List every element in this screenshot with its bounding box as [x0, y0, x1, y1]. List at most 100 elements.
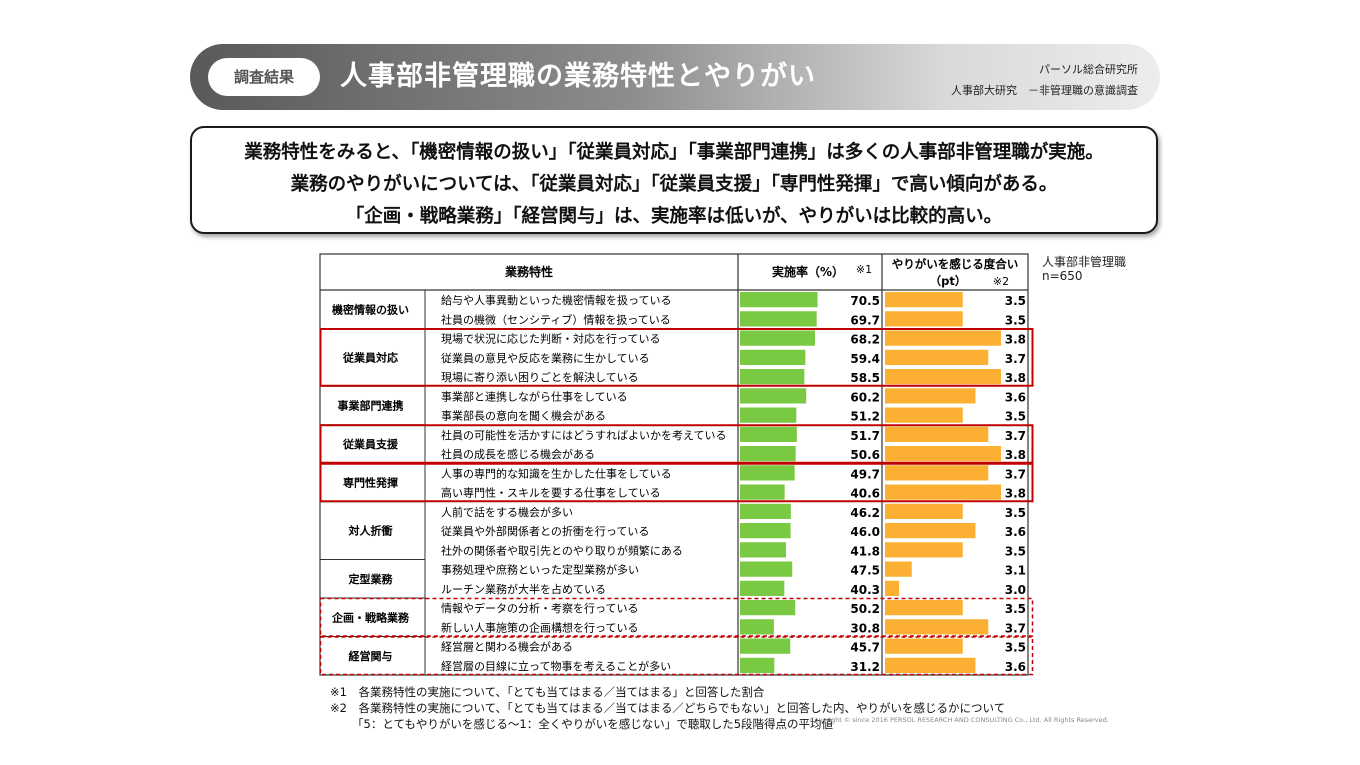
- score-bar: [885, 292, 963, 308]
- score-value: 3.5: [1005, 641, 1026, 655]
- rate-value: 69.7: [850, 313, 880, 327]
- rate-value: 51.2: [850, 410, 880, 424]
- page-title: 人事部非管理職の業務特性とやりがい: [340, 61, 816, 92]
- score-bar: [885, 542, 963, 558]
- item-label: 社外の関係者や取引先とのやり取りが頻繁にある: [441, 543, 683, 557]
- copyright: Copyright © since 2016 PERSOL RESEARCH A…: [810, 716, 1109, 724]
- score-bar: [885, 580, 899, 596]
- item-label: 事務処理や庶務といった定型業務が多い: [441, 563, 639, 577]
- score-value: 3.0: [1005, 583, 1026, 597]
- score-bar: [885, 523, 976, 539]
- category-label: 対人折衝: [348, 524, 393, 538]
- rate-bar: [740, 484, 785, 500]
- rate-bar: [740, 369, 805, 385]
- score-value: 3.7: [1005, 352, 1026, 366]
- rate-bar: [740, 561, 793, 577]
- score-value: 3.8: [1005, 487, 1026, 501]
- rate-value: 46.2: [850, 506, 880, 520]
- rate-bar: [740, 638, 791, 654]
- score-bar: [885, 369, 1001, 385]
- score-value: 3.1: [1005, 564, 1026, 578]
- rate-value: 50.2: [850, 602, 880, 616]
- rate-bar: [740, 311, 817, 327]
- survey-name: 人事部大研究 －非管理職の意識調査: [951, 84, 1138, 97]
- rate-bar: [740, 503, 791, 519]
- score-bar: [885, 446, 1001, 462]
- rate-bar: [740, 542, 786, 558]
- header-category: 業務特性: [504, 264, 553, 279]
- item-label: 従業員の意見や反応を業務に生かしている: [441, 351, 650, 365]
- header-rate: 実施率（%）: [772, 264, 844, 279]
- rate-value: 51.7: [850, 429, 880, 443]
- score-bar: [885, 657, 976, 673]
- header-rate-note: ※1: [856, 263, 872, 276]
- item-label: 人事の専門的な知識を生かした仕事をしている: [441, 466, 672, 480]
- item-label: 給与や人事異動といった機密情報を扱っている: [441, 293, 671, 307]
- rate-bar: [740, 388, 807, 404]
- rate-value: 40.6: [850, 487, 880, 501]
- rate-bar: [740, 446, 796, 462]
- score-value: 3.5: [1005, 313, 1026, 327]
- footnote-2: ※2 各業務特性の実施について、「とても当てはまる／当てはまる／どちらでもない」…: [330, 701, 1006, 715]
- item-label: 高い専門性・スキルを要する仕事をしている: [441, 486, 661, 500]
- item-label: 経営層の目線に立って物事を考えることが多い: [441, 659, 671, 673]
- score-bar: [885, 638, 963, 654]
- category-label: 定型業務: [349, 572, 394, 586]
- score-bar: [885, 561, 912, 577]
- rate-bar: [740, 292, 818, 308]
- score-bar: [885, 619, 989, 635]
- category-label: 従業員対応: [342, 350, 398, 364]
- rate-bar: [740, 600, 796, 616]
- rate-bar: [740, 523, 791, 539]
- summary-line-1: 業務特性をみると、「機密情報の扱い」「従業員対応」「事業部門連携」は多くの人事部…: [244, 142, 1104, 163]
- item-label: 情報やデータの分析・考察を行っている: [441, 601, 638, 615]
- title-banner: 調査結果 人事部非管理職の業務特性とやりがい パーソル総合研究所 人事部大研究 …: [190, 44, 1160, 110]
- rate-value: 41.8: [850, 544, 880, 558]
- item-label: 事業部長の意向を聞く機会がある: [441, 409, 606, 423]
- score-value: 3.6: [1005, 660, 1026, 674]
- score-value: 3.6: [1005, 390, 1026, 404]
- category-label: 従業員支援: [342, 437, 399, 451]
- rate-value: 47.5: [850, 564, 880, 578]
- rate-bar: [740, 330, 816, 346]
- score-bar: [885, 484, 1001, 500]
- header-score-note: ※2: [993, 275, 1009, 288]
- category-label: 機密情報の扱い: [332, 302, 409, 316]
- score-bar: [885, 503, 963, 519]
- rate-value: 59.4: [850, 352, 880, 366]
- rate-bar: [740, 407, 797, 423]
- score-value: 3.5: [1005, 410, 1026, 424]
- item-label: 人前で話をする機会が多い: [441, 505, 573, 519]
- item-label: 現場に寄り添い困りごとを解決している: [441, 370, 639, 384]
- item-label: ルーチン業務が大半を占めている: [441, 582, 606, 596]
- summary-line-2: 業務のやりがいについては、「従業員対応」「従業員支援」「専門性発揮」で高い傾向が…: [290, 174, 1058, 195]
- rate-value: 45.7: [850, 641, 880, 655]
- rate-value: 40.3: [850, 583, 880, 597]
- organization-name: パーソル総合研究所: [1039, 63, 1138, 76]
- item-label: 従業員や外部関係者との折衝を行っている: [441, 524, 649, 538]
- item-label: 社員の可能性を活かすにはどうすればよいかを考えている: [441, 428, 726, 442]
- respondent-group: 人事部非管理職: [1042, 255, 1127, 269]
- rate-bar: [740, 465, 795, 481]
- highlight-box: [319, 462, 1034, 503]
- summary-line-3: 「企画・戦略業務」「経営関与」は、実施率は低いが、やりがいは比較的高い。: [345, 206, 1003, 227]
- rate-bar: [740, 619, 774, 635]
- score-bar: [885, 426, 989, 442]
- score-value: 3.5: [1005, 294, 1026, 308]
- score-bar: [885, 311, 963, 327]
- score-bar: [885, 388, 976, 404]
- header-score-unit: （pt）: [930, 274, 967, 288]
- rate-value: 50.6: [850, 448, 880, 462]
- rate-bar: [740, 349, 806, 365]
- score-value: 3.5: [1005, 544, 1026, 558]
- score-bar: [885, 330, 1001, 346]
- score-value: 3.7: [1005, 621, 1026, 635]
- highlight-box-dashed: [319, 597, 1034, 637]
- rate-value: 60.2: [850, 390, 880, 404]
- rate-value: 49.7: [850, 467, 880, 481]
- respondent-note: 人事部非管理職 n=650: [1042, 255, 1126, 283]
- rate-value: 31.2: [850, 660, 880, 674]
- score-value: 3.7: [1005, 467, 1026, 481]
- respondent-count: n=650: [1042, 269, 1083, 283]
